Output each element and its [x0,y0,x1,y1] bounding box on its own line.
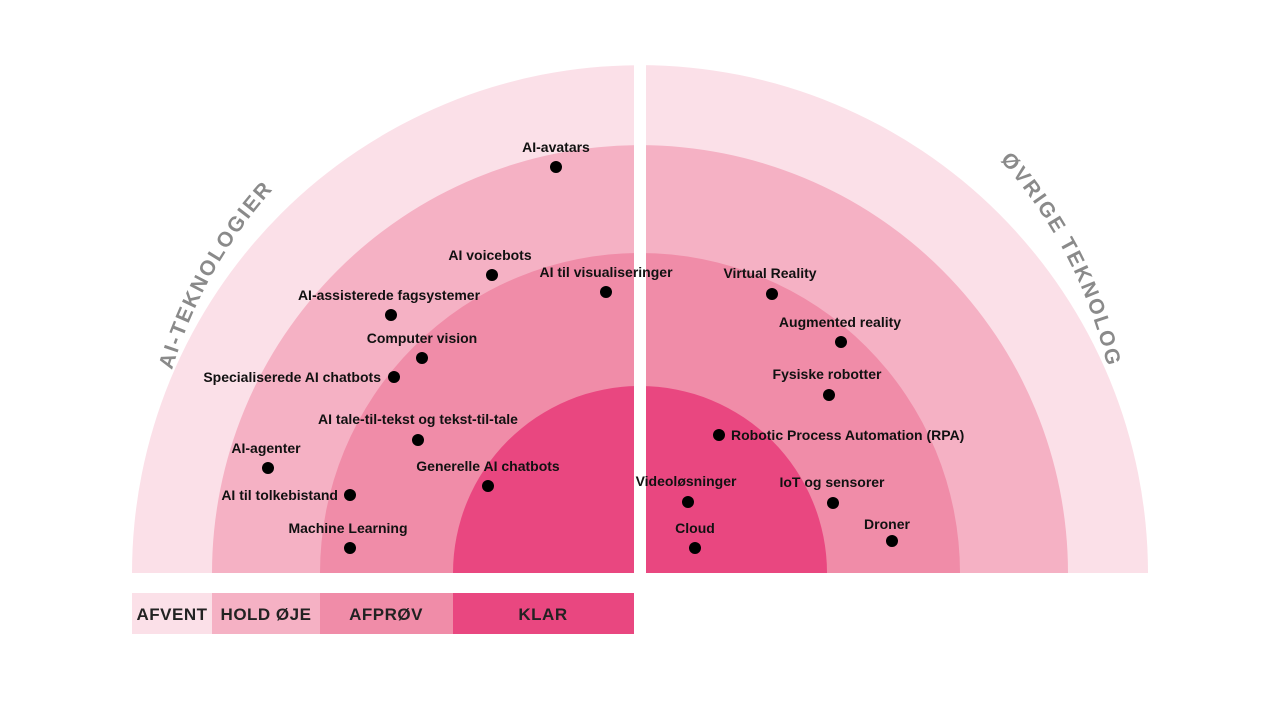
item-dot[interactable] [486,269,498,281]
radar-item[interactable]: Augmented reality [779,314,901,348]
item-label: IoT og sensorer [779,474,885,490]
item-label: AI-assisterede fagsystemer [298,287,481,303]
item-dot[interactable] [682,496,694,508]
radar-item[interactable]: Videoløsninger [636,473,737,508]
item-dot[interactable] [262,462,274,474]
item-label: AI voicebots [448,247,531,263]
radar-item[interactable]: AI voicebots [448,247,532,281]
item-label: Videoløsninger [636,473,737,489]
radar-item[interactable]: AI-avatars [522,139,590,173]
item-label: Robotic Process Automation (RPA) [731,427,964,443]
item-dot[interactable] [827,497,839,509]
item-dot[interactable] [344,542,356,554]
item-label: AI til tolkebistand [221,487,338,503]
radar-item[interactable]: AI til tolkebistand [221,487,356,503]
item-dot[interactable] [886,535,898,547]
legend-label-afvent: AFVENT [137,605,208,624]
item-label: Machine Learning [288,520,407,536]
item-dot[interactable] [835,336,847,348]
item-label: Virtual Reality [723,265,816,281]
item-dot[interactable] [416,352,428,364]
item-label: Computer vision [367,330,477,346]
legend-swatch-klar [453,593,634,634]
radar-item[interactable]: AI til visualiseringer [539,264,673,298]
item-label: AI tale-til-tekst og tekst-til-tale [318,411,518,427]
radar-item[interactable]: AI-assisterede fagsystemer [298,287,481,321]
section-divider [634,55,646,585]
item-dot[interactable] [766,288,778,300]
item-label: Specialiserede AI chatbots [203,369,381,385]
item-label: AI-agenter [231,440,301,456]
radar-item[interactable]: Robotic Process Automation (RPA) [713,427,964,443]
radar-item[interactable]: IoT og sensorer [779,474,885,509]
legend-label-klar: KLAR [518,605,567,624]
item-label: Fysiske robotter [773,366,882,382]
item-dot[interactable] [600,286,612,298]
item-dot[interactable] [713,429,725,441]
ring-legend: AFVENT HOLD ØJE AFPRØV KLAR [132,593,634,634]
item-label: AI til visualiseringer [539,264,673,280]
legend-label-hold-oje: HOLD ØJE [221,605,312,624]
item-label: Generelle AI chatbots [416,458,560,474]
radar-item[interactable]: Machine Learning [288,520,408,554]
item-label: Cloud [675,520,715,536]
legend-swatch-afvent [132,593,212,634]
radar-item[interactable]: AI-agenter [231,440,301,474]
item-dot[interactable] [689,542,701,554]
radar-item[interactable]: AI tale-til-tekst og tekst-til-tale [318,411,518,446]
item-dot[interactable] [385,309,397,321]
item-dot[interactable] [388,371,400,383]
radar-item[interactable]: Droner [864,516,910,547]
base-gap [120,573,1160,593]
item-dot[interactable] [344,489,356,501]
radar-item[interactable]: Virtual Reality [723,265,817,300]
item-dot[interactable] [482,480,494,492]
item-label: AI-avatars [522,139,590,155]
radar-items: AI-avatars AI voicebots AI til visualise… [203,139,964,554]
radar-item[interactable]: Cloud [675,520,715,554]
legend-label-afprov: AFPRØV [349,605,423,624]
radar-item[interactable]: Specialiserede AI chatbots [203,369,400,385]
item-dot[interactable] [823,389,835,401]
item-dot[interactable] [412,434,424,446]
item-label: Augmented reality [779,314,901,330]
radar-item[interactable]: Computer vision [367,330,477,364]
legend-swatch-hold-oje [212,593,320,634]
item-label: Droner [864,516,910,532]
radar-item[interactable]: Fysiske robotter [773,366,882,401]
item-dot[interactable] [550,161,562,173]
legend-swatch-afprov [320,593,453,634]
radar-item[interactable]: Generelle AI chatbots [416,458,560,492]
